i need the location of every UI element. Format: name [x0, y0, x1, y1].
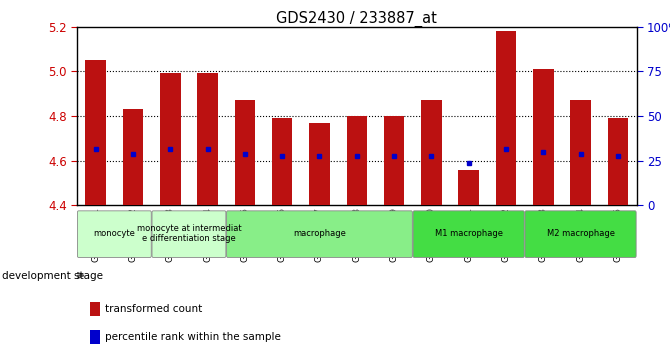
Bar — [608, 118, 628, 205]
FancyBboxPatch shape — [525, 211, 636, 257]
Bar — [86, 60, 106, 205]
Bar — [346, 116, 367, 205]
Bar — [272, 118, 292, 205]
Bar — [198, 74, 218, 205]
Bar — [421, 100, 442, 205]
Bar — [90, 330, 100, 344]
FancyBboxPatch shape — [226, 211, 412, 257]
Text: M2 macrophage: M2 macrophage — [547, 229, 614, 238]
FancyBboxPatch shape — [152, 211, 226, 257]
Bar — [123, 109, 143, 205]
Text: development stage: development stage — [2, 270, 103, 280]
Bar — [533, 69, 553, 205]
Text: macrophage: macrophage — [293, 229, 346, 238]
Bar — [384, 116, 404, 205]
Bar — [234, 100, 255, 205]
FancyBboxPatch shape — [78, 211, 151, 257]
Bar — [90, 302, 100, 316]
FancyBboxPatch shape — [413, 211, 524, 257]
Bar — [570, 100, 591, 205]
Bar — [160, 74, 180, 205]
Text: monocyte at intermediat
e differentiation stage: monocyte at intermediat e differentiatio… — [137, 224, 241, 243]
Text: percentile rank within the sample: percentile rank within the sample — [105, 332, 281, 342]
Bar — [458, 170, 479, 205]
Text: M1 macrophage: M1 macrophage — [435, 229, 502, 238]
Bar — [310, 122, 330, 205]
Bar — [496, 31, 516, 205]
Title: GDS2430 / 233887_at: GDS2430 / 233887_at — [276, 10, 438, 27]
Text: transformed count: transformed count — [105, 304, 202, 314]
Text: monocyte: monocyte — [93, 229, 135, 238]
